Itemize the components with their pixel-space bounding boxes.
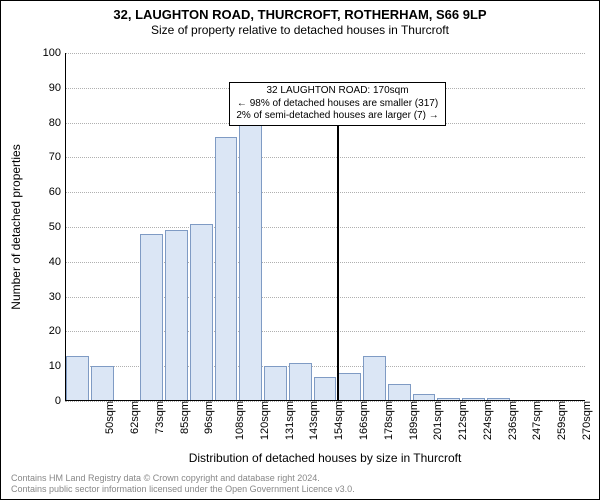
- histogram-bar: [165, 230, 188, 401]
- x-tick-label: 50sqm: [104, 401, 116, 434]
- footer-line-1: Contains HM Land Registry data © Crown c…: [11, 473, 589, 484]
- y-axis-label: Number of detached properties: [9, 53, 23, 401]
- x-tick-label: 236sqm: [507, 401, 519, 440]
- histogram-bar: [388, 384, 411, 401]
- y-tick-label: 10: [49, 360, 61, 372]
- x-tick-label: 73sqm: [154, 401, 166, 434]
- histogram-bar: [314, 377, 337, 401]
- y-tick-label: 20: [49, 325, 61, 337]
- x-tick-label: 120sqm: [259, 401, 271, 440]
- histogram-bar: [140, 234, 163, 401]
- gridline: [65, 53, 585, 54]
- y-tick-label: 90: [49, 82, 61, 94]
- y-tick-label: 70: [49, 151, 61, 163]
- histogram-bar: [66, 356, 89, 401]
- subject-marker-line: [337, 126, 339, 401]
- chart-subtitle: Size of property relative to detached ho…: [1, 23, 599, 41]
- histogram-bar: [190, 224, 213, 401]
- y-axis-line: [65, 53, 66, 401]
- x-tick-label: 143sqm: [309, 401, 321, 440]
- x-axis-label: Distribution of detached houses by size …: [65, 451, 585, 465]
- x-tick-label: 189sqm: [408, 401, 420, 440]
- histogram-bar: [289, 363, 312, 401]
- annotation-line: 32 LAUGHTON ROAD: 170sqm: [236, 85, 438, 98]
- x-tick-label: 259sqm: [556, 401, 568, 440]
- x-axis-line: [65, 400, 585, 401]
- x-tick-label: 247sqm: [531, 401, 543, 440]
- y-tick-label: 100: [43, 47, 61, 59]
- histogram-bar: [215, 137, 238, 401]
- x-tick-label: 154sqm: [333, 401, 345, 440]
- annotation-box: 32 LAUGHTON ROAD: 170sqm← 98% of detache…: [229, 82, 445, 126]
- gridline: [65, 227, 585, 228]
- x-tick-label: 178sqm: [383, 401, 395, 440]
- x-tick-label: 96sqm: [203, 401, 215, 434]
- x-tick-label: 270sqm: [581, 401, 593, 440]
- chart-title: 32, LAUGHTON ROAD, THURCROFT, ROTHERHAM,…: [1, 1, 599, 23]
- x-tick-label: 62sqm: [129, 401, 141, 434]
- gridline: [65, 157, 585, 158]
- histogram-bar: [239, 119, 262, 401]
- histogram-bar: [338, 373, 361, 401]
- x-tick-label: 212sqm: [457, 401, 469, 440]
- x-tick-label: 224sqm: [482, 401, 494, 440]
- histogram-bar: [264, 366, 287, 401]
- y-tick-label: 50: [49, 221, 61, 233]
- footer-line-2: Contains public sector information licen…: [11, 484, 589, 495]
- histogram-bar: [91, 366, 114, 401]
- gridline: [65, 192, 585, 193]
- plot-area: 010203040506070809010050sqm62sqm73sqm85s…: [65, 53, 585, 401]
- histogram-bar: [363, 356, 386, 401]
- y-tick-label: 30: [49, 291, 61, 303]
- x-tick-label: 131sqm: [284, 401, 296, 440]
- annotation-line: ← 98% of detached houses are smaller (31…: [236, 98, 438, 111]
- x-tick-label: 201sqm: [432, 401, 444, 440]
- x-tick-label: 166sqm: [358, 401, 370, 440]
- x-tick-label: 85sqm: [179, 401, 191, 434]
- y-tick-label: 40: [49, 256, 61, 268]
- x-tick-label: 108sqm: [234, 401, 246, 440]
- chart-container: 32, LAUGHTON ROAD, THURCROFT, ROTHERHAM,…: [0, 0, 600, 500]
- y-tick-label: 60: [49, 186, 61, 198]
- y-tick-label: 0: [55, 395, 61, 407]
- chart-footer: Contains HM Land Registry data © Crown c…: [11, 473, 589, 496]
- annotation-line: 2% of semi-detached houses are larger (7…: [236, 110, 438, 123]
- y-tick-label: 80: [49, 117, 61, 129]
